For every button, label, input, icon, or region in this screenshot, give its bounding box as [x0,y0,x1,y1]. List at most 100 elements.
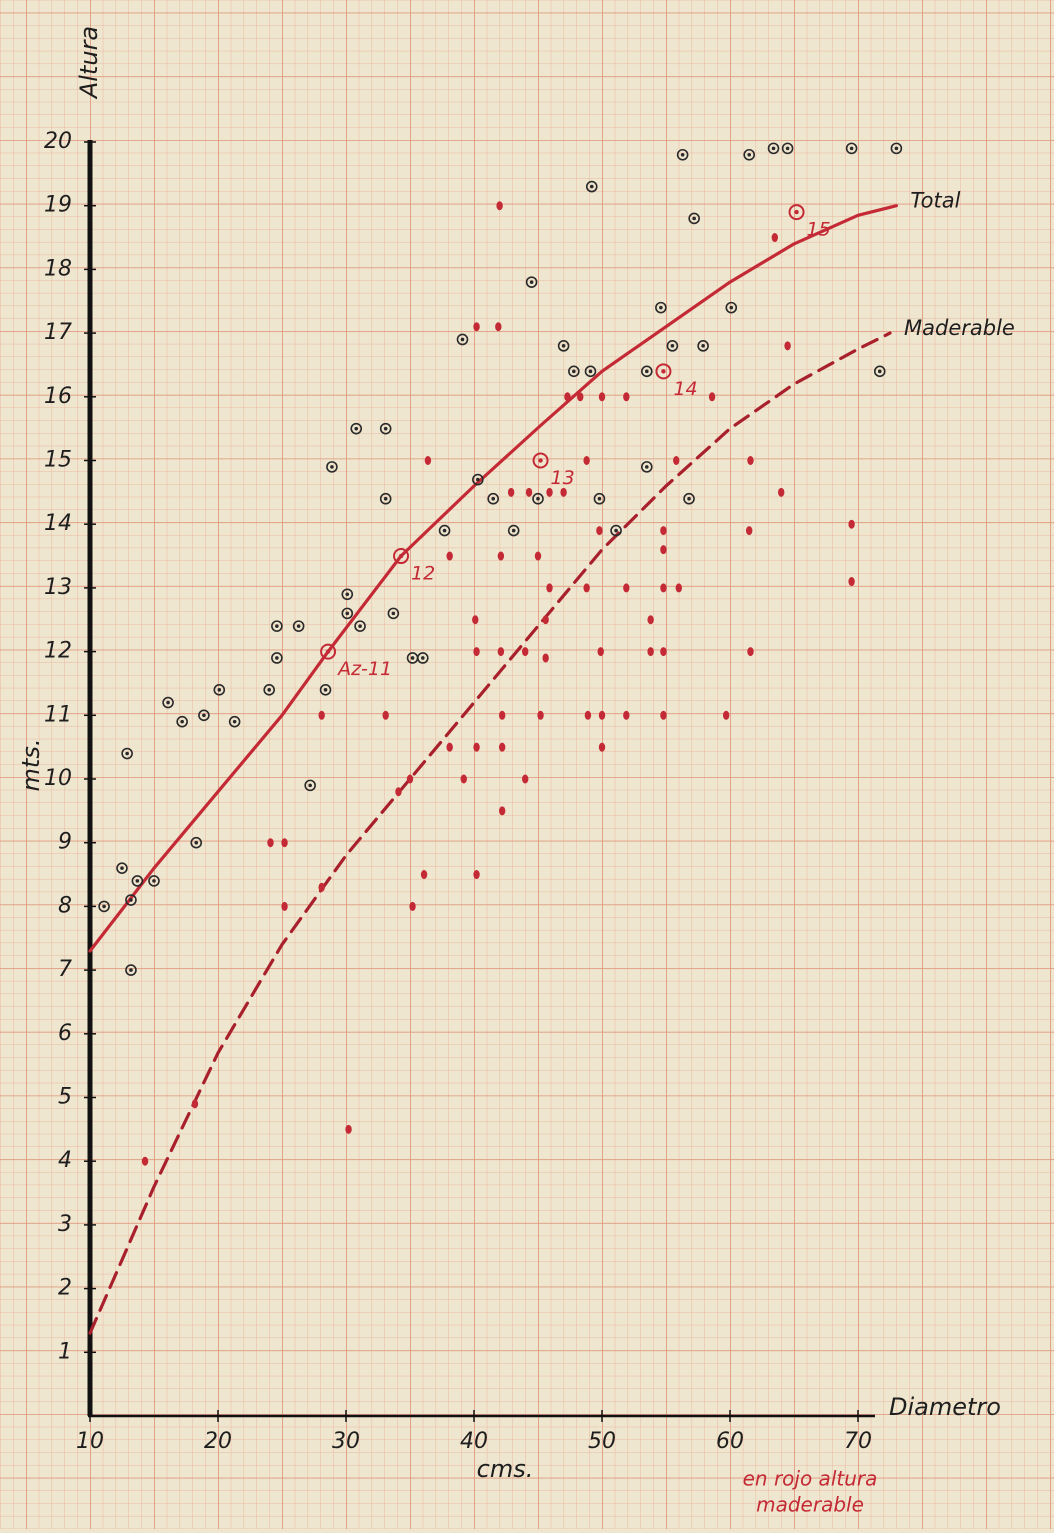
point [281,902,287,911]
point [495,322,501,331]
y-tick-label: 6 [58,1021,72,1046]
point [345,1125,351,1134]
x-tick-label: 40 [460,1429,488,1454]
point [660,526,666,535]
point-label: 13 [551,467,575,489]
point [599,711,605,720]
point [598,647,604,656]
point-label: Az-11 [336,658,392,680]
point [623,392,629,401]
note-line: en rojo altura [743,1467,878,1491]
point [746,526,752,535]
y-tick-label: 8 [58,893,72,918]
y-tick-label: 2 [58,1276,72,1301]
point [709,392,715,401]
point [560,488,566,497]
point [623,583,629,592]
y-tick-label: 7 [58,957,72,982]
point [848,520,854,529]
chart: Altura mts. Diametro cms. en rojo altura… [0,0,1054,1529]
point [142,1157,148,1166]
point [537,711,543,720]
point [496,201,502,210]
x-tick-label: 50 [588,1429,616,1454]
point [676,583,682,592]
x-axis-title: Diametro [889,1393,1001,1421]
point [498,552,504,561]
y-tick-label: 9 [58,830,72,855]
point [747,647,753,656]
point [660,647,666,656]
x-tick-label: 60 [716,1429,744,1454]
y-tick-label: 3 [58,1212,72,1237]
point [382,711,388,720]
point [498,647,504,656]
point [318,711,324,720]
point [673,456,679,465]
y-tick-label: 4 [58,1148,72,1173]
point-label: 15 [807,219,831,241]
point [542,653,548,662]
point [647,647,653,656]
point [583,583,589,592]
point [318,883,324,892]
point [526,488,532,497]
y-tick-label: 14 [44,511,72,536]
y-tick-label: 11 [44,702,72,727]
y-tick-label: 10 [44,766,72,791]
point [508,488,514,497]
point [542,615,548,624]
paper-grid-major [0,0,1054,1529]
point [546,583,552,592]
point [599,743,605,752]
point [660,583,666,592]
point [461,775,467,784]
point-label: 14 [673,378,697,400]
point [772,233,778,242]
y-tick-label: 18 [44,256,72,281]
x-tick-label: 10 [76,1429,104,1454]
point [192,1099,198,1108]
y-tick-label: 12 [44,639,72,664]
point [784,341,790,350]
point-label: 12 [411,563,435,585]
point [499,743,505,752]
page: Altura mts. Diametro cms. en rojo altura… [0,0,1054,1529]
point [425,456,431,465]
curve-label: Maderable [904,316,1015,340]
y-tick-label: 5 [58,1085,72,1110]
point [522,647,528,656]
point [473,322,479,331]
point [583,456,589,465]
y-axis-title: Altura [75,26,103,100]
point [546,488,552,497]
note-line: maderable [756,1493,864,1517]
point [660,711,666,720]
curve-label: Total [910,189,960,213]
point [446,552,452,561]
point [778,488,784,497]
x-tick-label: 30 [332,1429,360,1454]
point [267,838,273,847]
point [522,775,528,784]
point [577,392,583,401]
point [409,902,415,911]
y-tick-label: 17 [44,320,72,345]
point [647,615,653,624]
point [421,870,427,879]
point [623,711,629,720]
point [472,615,478,624]
y-tick-label: 20 [44,129,72,154]
x-unit: cms. [477,1455,534,1483]
point [473,743,479,752]
y-tick-label: 19 [44,193,72,218]
point [535,552,541,561]
point [499,806,505,815]
point [848,577,854,586]
point [747,456,753,465]
point [499,711,505,720]
point [660,545,666,554]
point [599,392,605,401]
point [407,775,413,784]
point [473,870,479,879]
